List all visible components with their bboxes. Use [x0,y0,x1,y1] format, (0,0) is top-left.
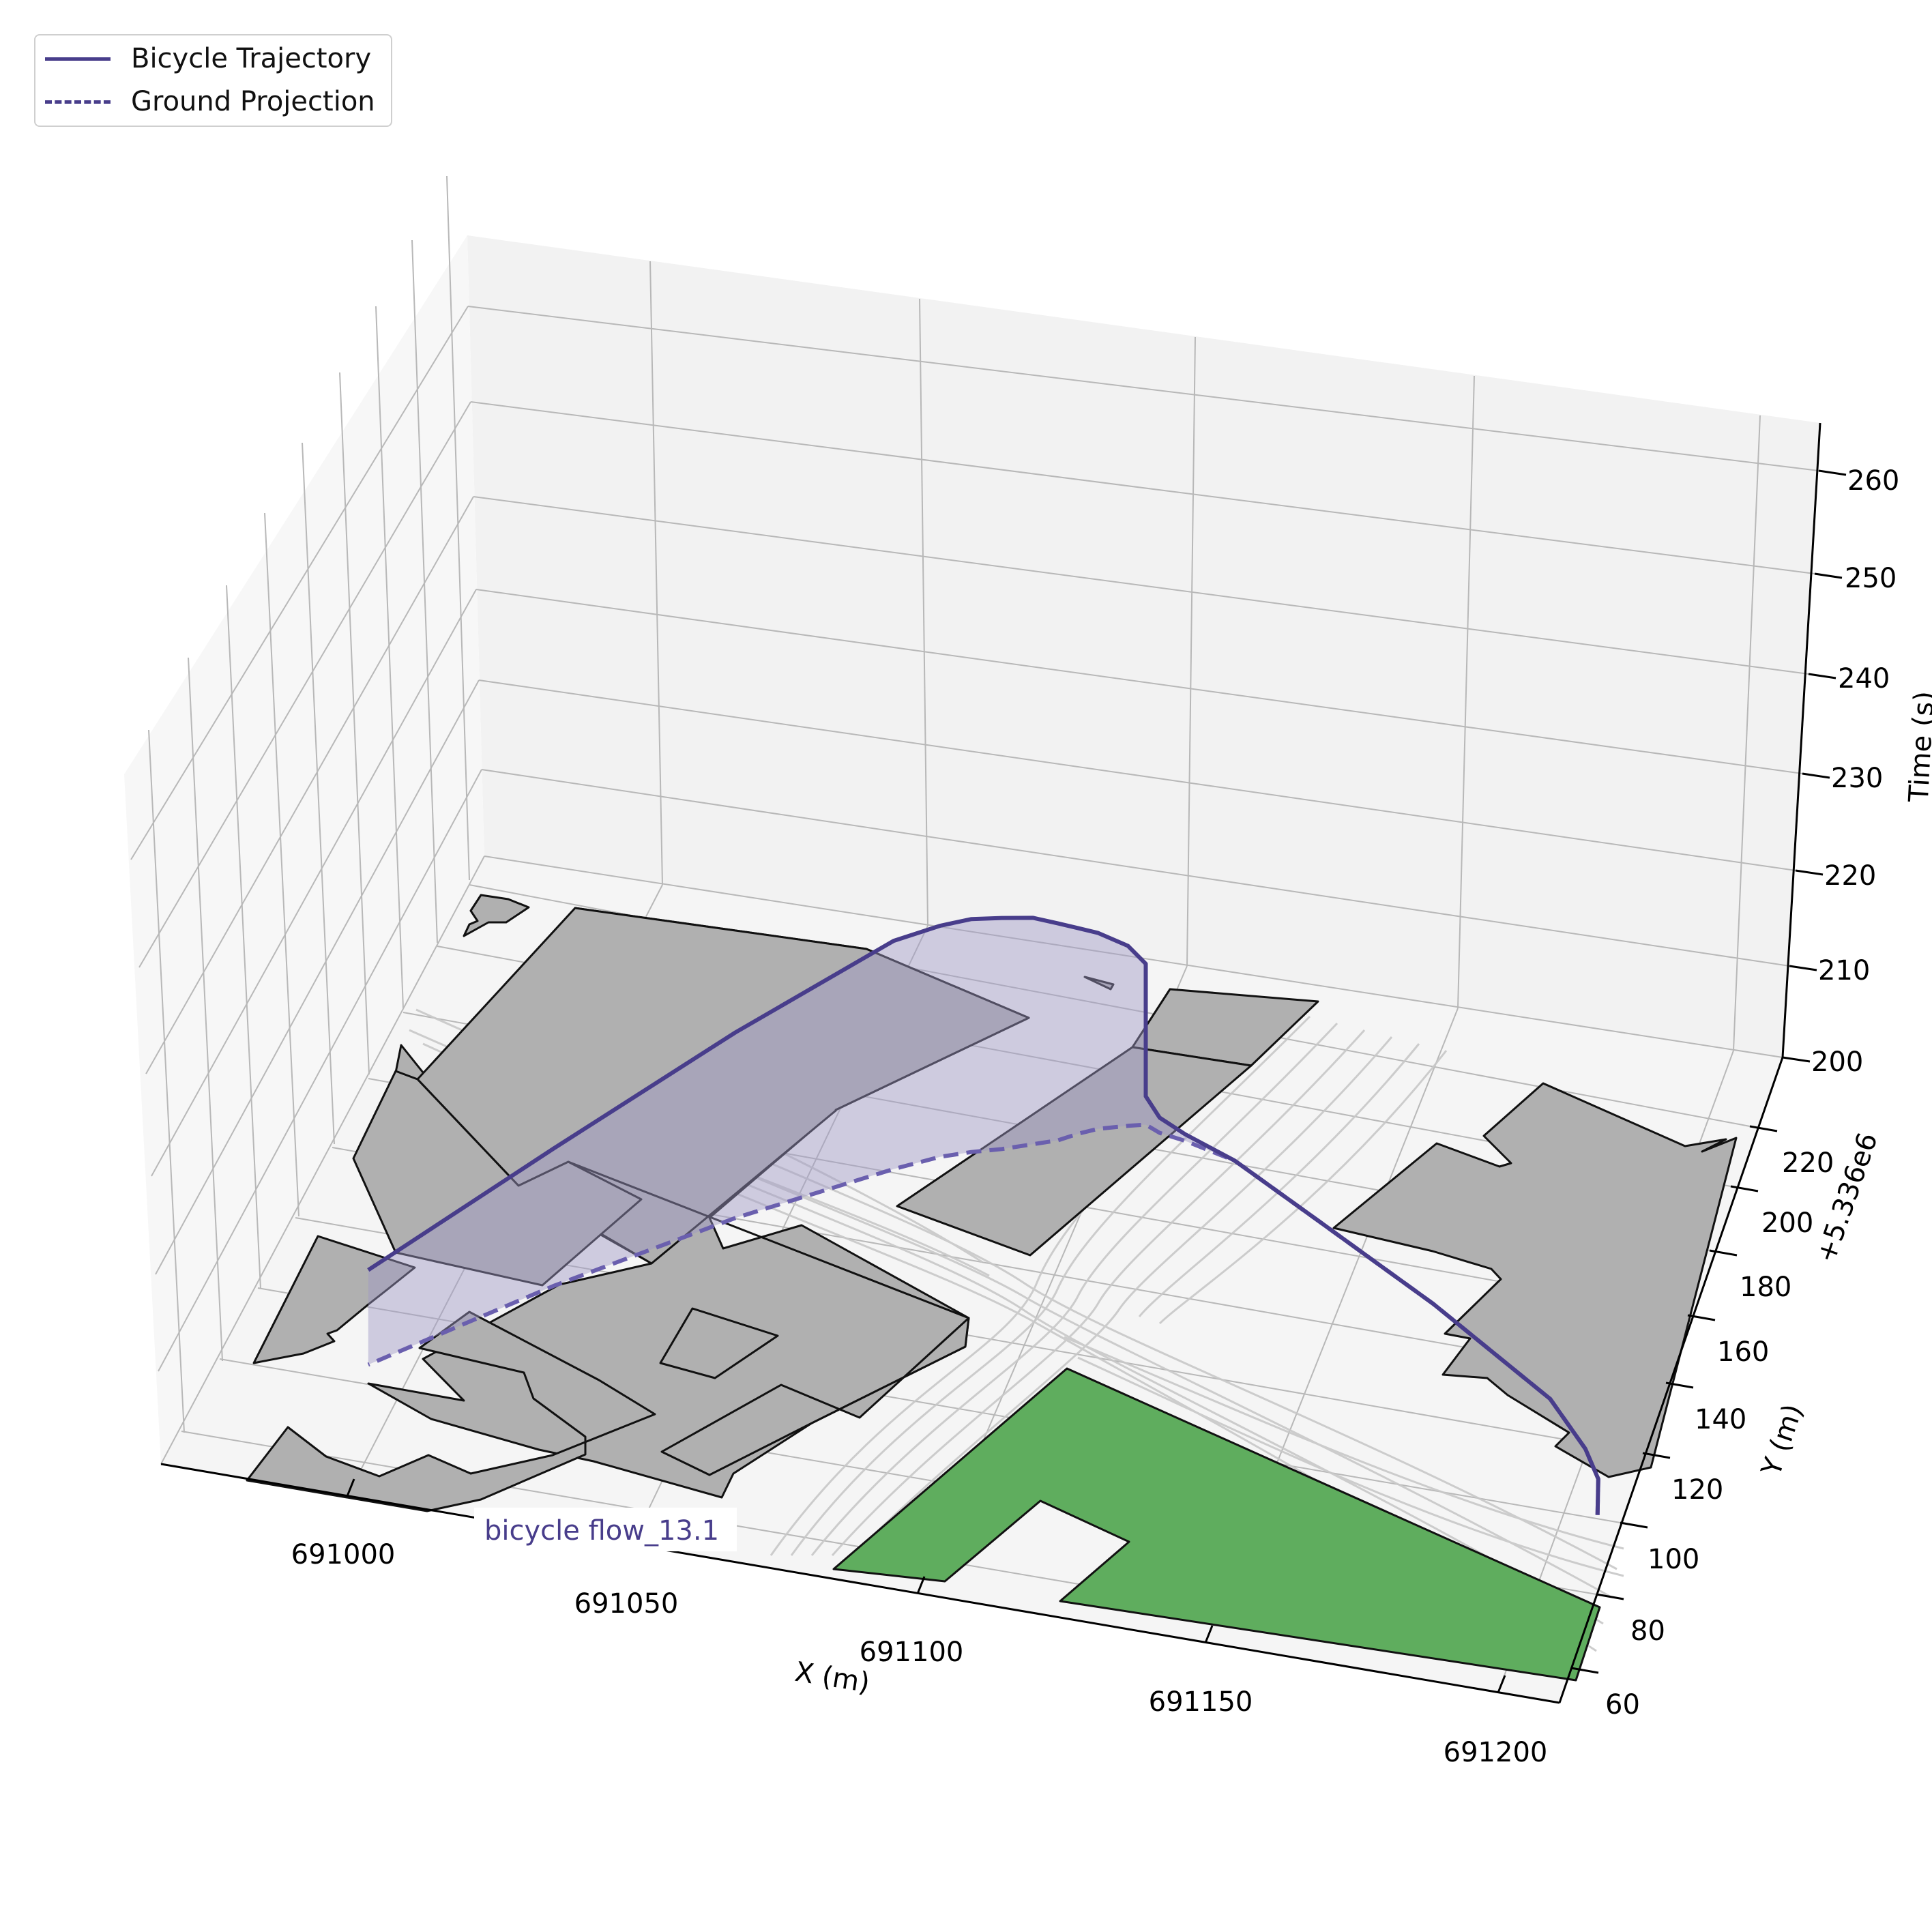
trajectory-curtain [368,918,1598,1515]
building-block-c [567,1160,970,1476]
z-tick-label: 260 [1847,465,1899,497]
building-far-right [1332,1082,1738,1478]
y-tick-label: 200 [1761,1208,1813,1239]
series-ground-projection [367,1122,1600,1515]
y-tick-label: 120 [1671,1474,1723,1506]
x-tick-label: 691150 [1149,1686,1253,1718]
building-small-top [463,894,530,937]
y-tick-label: 100 [1648,1544,1699,1575]
buildings [246,894,1738,1512]
x-axis-line [160,1463,1560,1704]
series-bicycle-trajectory [367,916,1600,1515]
y-tick-label: 60 [1605,1689,1640,1721]
legend-entry-trajectory: Bicycle Trajectory [45,42,371,76]
building-small-triangle [1083,976,1115,991]
z-tick-label: 200 [1811,1046,1863,1078]
green-area [832,1367,1601,1682]
trajectory-annotation: bicycle flow_13.1 [484,1515,719,1547]
y-tick-label: 220 [1782,1147,1834,1179]
y-tick-label: 140 [1695,1404,1746,1435]
z-axis-title: Time (s) [1903,690,1932,804]
pane-back-wall [467,235,1820,1057]
annotation-background [474,1508,737,1551]
building-left-bottom [246,1311,656,1512]
y-tick-label: 80 [1630,1615,1665,1647]
legend-dashed-line-swatch [45,100,111,104]
building-inner-square [659,1307,779,1379]
z-tick-label: 240 [1838,663,1890,694]
y-tick-label: 180 [1740,1272,1791,1303]
z-tick-label: 230 [1831,763,1883,794]
legend: Bicycle Trajectory Ground Projection [34,34,392,127]
x-tick-label: 691100 [860,1637,964,1668]
x-tick-label: 691050 [574,1588,679,1620]
y-axis-title: Y (m) [1755,1401,1809,1480]
x-tick-label: 691200 [1444,1737,1548,1768]
y-tick-label: 160 [1717,1336,1769,1368]
z-tick-label: 220 [1824,860,1876,892]
z-axis-line [1781,422,1821,1058]
legend-label: Ground Projection [131,86,375,117]
z-tick-label: 250 [1845,563,1897,594]
x-tick-label: 691000 [291,1539,396,1570]
legend-entry-projection: Ground Projection [45,85,375,119]
legend-label: Bicycle Trajectory [131,43,372,74]
z-tick-label: 210 [1818,955,1870,986]
legend-solid-line-swatch [45,57,111,61]
pane-left-wall [124,235,484,1464]
